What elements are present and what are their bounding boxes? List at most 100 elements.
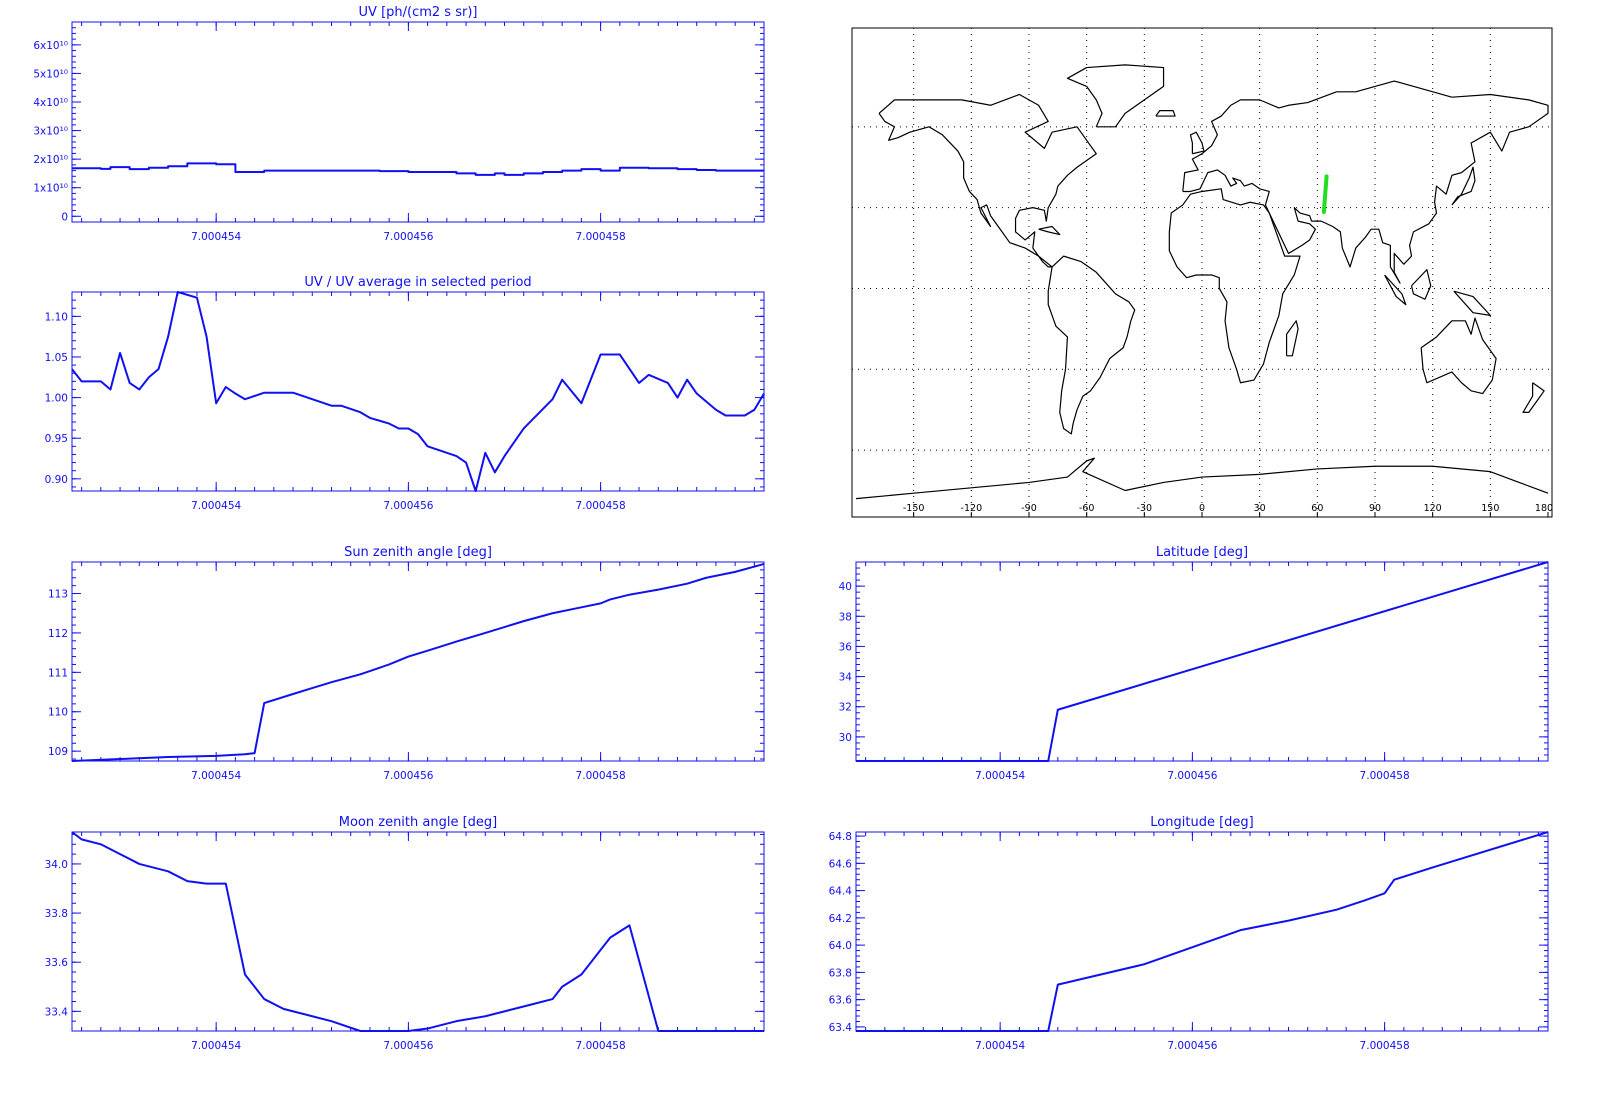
map-x-tick-label: -120 [961,503,983,514]
map-x-tick-label: 180 [1535,503,1553,514]
plot-frame [71,291,765,492]
y-tick-label: 1x10¹⁰ [33,183,68,195]
map-x-tick-label: -90 [1021,503,1037,514]
x-tick-label: 7.000456 [1167,770,1217,782]
x-tick-label: 7.000456 [383,770,433,782]
plot-uv-ratio: UV / UV average in selected period 0.90 0.… [45,275,765,512]
map-x-tick-label: 120 [1424,503,1442,514]
x-tick-label: 7.000454 [191,500,241,512]
y-tick-label: 36 [839,641,853,653]
y-tick-label: 64.2 [829,913,852,925]
plot-uv: UV [ph/(cm2 s sr)] 0 1x10¹⁰ 2x10¹⁰ 3x10¹⁰ 4x1… [33,5,765,243]
y-tick-label: 40 [839,581,852,593]
coastline-north-america [878,93,1097,268]
x-tick-label: 7.000456 [1167,1040,1217,1052]
plot-latitude: Latitude [deg] 30 32 34 36 38 40 7.000454 7.0004… [839,545,1549,782]
plot-frame [855,561,1549,762]
y-tick-label: 4x10¹⁰ [33,97,68,109]
plot-moon-zenith: Moon zenith angle [deg] 33.4 33.6 33.8 34.0 7… [45,815,765,1052]
x-tick-label: 7.000458 [576,231,626,243]
plot-frame [71,831,765,1032]
map-x-tick-label: 0 [1199,503,1205,514]
plot-longitude: Longitude [deg] 63.4 63.6 63.8 64.0 64.2 64.4 6… [829,815,1549,1052]
plot-title: Longitude [deg] [1150,815,1253,830]
y-tick-label: 33.6 [45,957,69,969]
y-tick-label: 34 [839,672,853,684]
coastline-new-zealand [1522,382,1545,413]
y-tick-label: 38 [839,611,852,623]
y-tick-label: 1.10 [45,311,68,323]
satellite-track [1321,174,1329,214]
map-x-tick-label: 90 [1369,503,1381,514]
coastline-australia [1420,317,1497,395]
y-tick-label: 0 [61,211,68,223]
y-tick-label: 2x10¹⁰ [33,154,68,166]
y-tick-label: 111 [48,667,68,679]
y-tick-label: 32 [839,702,852,714]
plot-title: Latitude [deg] [1156,545,1248,560]
coastline-iceland [1155,110,1176,117]
y-tick-label: 109 [48,746,68,758]
world-map: -150 -120 -90 -60 -30 0 30 60 90 120 150 180 [851,27,1553,518]
map-x-tick-label: -60 [1079,503,1095,514]
plot-title: UV [ph/(cm2 s sr)] [359,5,478,20]
y-tick-label: 0.95 [45,433,68,445]
y-tick-label: 1.00 [45,393,68,405]
map-frame [851,27,1553,518]
coastline-uk [1189,131,1205,155]
coastline-south-america [1047,255,1136,435]
map-x-tick-label: 30 [1254,503,1266,514]
coastline-eurasia [1182,80,1549,284]
y-tick-label: 5x10¹⁰ [33,68,68,80]
y-tick-label: 112 [48,628,68,640]
y-tick-label: 6x10¹⁰ [33,40,68,52]
x-tick-label: 7.000456 [383,1040,433,1052]
y-tick-label: 110 [48,707,68,719]
y-tick-label: 63.6 [829,995,853,1007]
series-line [71,831,764,1032]
coastline-sumatra [1384,274,1407,306]
x-tick-label: 7.000458 [576,770,626,782]
map-x-tick-label: 150 [1481,503,1499,514]
series-line [856,831,1549,1032]
y-tick-label: 30 [839,732,852,744]
y-tick-label: 63.8 [829,967,852,979]
series-line [856,561,1549,762]
x-tick-label: 7.000456 [383,231,433,243]
map-x-tick-label: 60 [1311,503,1323,514]
y-tick-label: 64.0 [829,940,852,952]
plot-title: Sun zenith angle [deg] [344,545,492,560]
x-tick-label: 7.000454 [191,770,241,782]
plot-title: UV / UV average in selected period [304,275,531,290]
y-tick-label: 113 [48,589,68,601]
coastline-caribbean [1038,225,1061,236]
y-tick-label: 34.0 [45,859,68,871]
coastline-africa [1168,188,1301,384]
map-x-tick-label: -150 [903,503,925,514]
plot-frame [71,561,765,762]
y-tick-label: 64.6 [829,858,853,870]
coastline-madagascar [1285,320,1299,357]
series-line [72,162,764,176]
y-tick-label: 0.90 [45,474,68,486]
y-tick-label: 33.4 [45,1006,69,1018]
x-tick-label: 7.000454 [975,770,1025,782]
x-tick-label: 7.000458 [1360,770,1410,782]
coastline-japan [1451,166,1476,206]
x-tick-label: 7.000454 [975,1040,1025,1052]
y-tick-label: 1.05 [45,352,68,364]
y-tick-label: 64.4 [829,886,853,898]
plot-frame [855,831,1549,1032]
coastline-borneo [1410,269,1432,300]
x-tick-label: 7.000454 [191,1040,241,1052]
coastline-antarctica [855,457,1549,500]
plots-layer: UV [ph/(cm2 s sr)] 0 1x10¹⁰ 2x10¹⁰ 3x10¹⁰ 4x1… [33,5,1549,1052]
y-tick-label: 63.4 [829,1022,853,1034]
y-tick-label: 3x10¹⁰ [33,126,68,138]
coastline-greenland [1066,64,1165,128]
x-tick-label: 7.000456 [383,500,433,512]
x-tick-label: 7.000454 [191,231,241,243]
x-tick-label: 7.000458 [576,500,626,512]
series-line [71,291,765,492]
